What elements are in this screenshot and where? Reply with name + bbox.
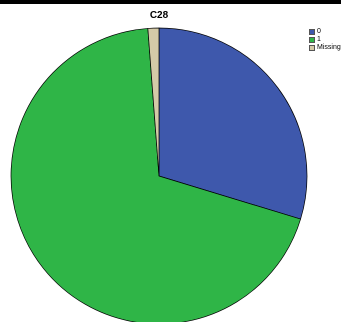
pie-slice-missing	[147, 27, 160, 177]
legend: 0 1 Missing	[309, 28, 341, 52]
legend-swatch	[309, 45, 315, 51]
legend-label: Missing	[317, 44, 341, 51]
legend-item-1: 1	[309, 36, 341, 44]
legend-swatch	[309, 29, 315, 35]
legend-item-0: 0	[309, 28, 341, 36]
pie-slice-0	[158, 27, 308, 220]
pie-slice-1	[10, 28, 302, 322]
legend-item-missing: Missing	[309, 44, 341, 52]
legend-swatch	[309, 37, 315, 43]
legend-label: 1	[317, 36, 321, 43]
chart-title: C28	[149, 10, 169, 21]
top-border	[0, 0, 341, 4]
legend-label: 0	[317, 28, 321, 35]
